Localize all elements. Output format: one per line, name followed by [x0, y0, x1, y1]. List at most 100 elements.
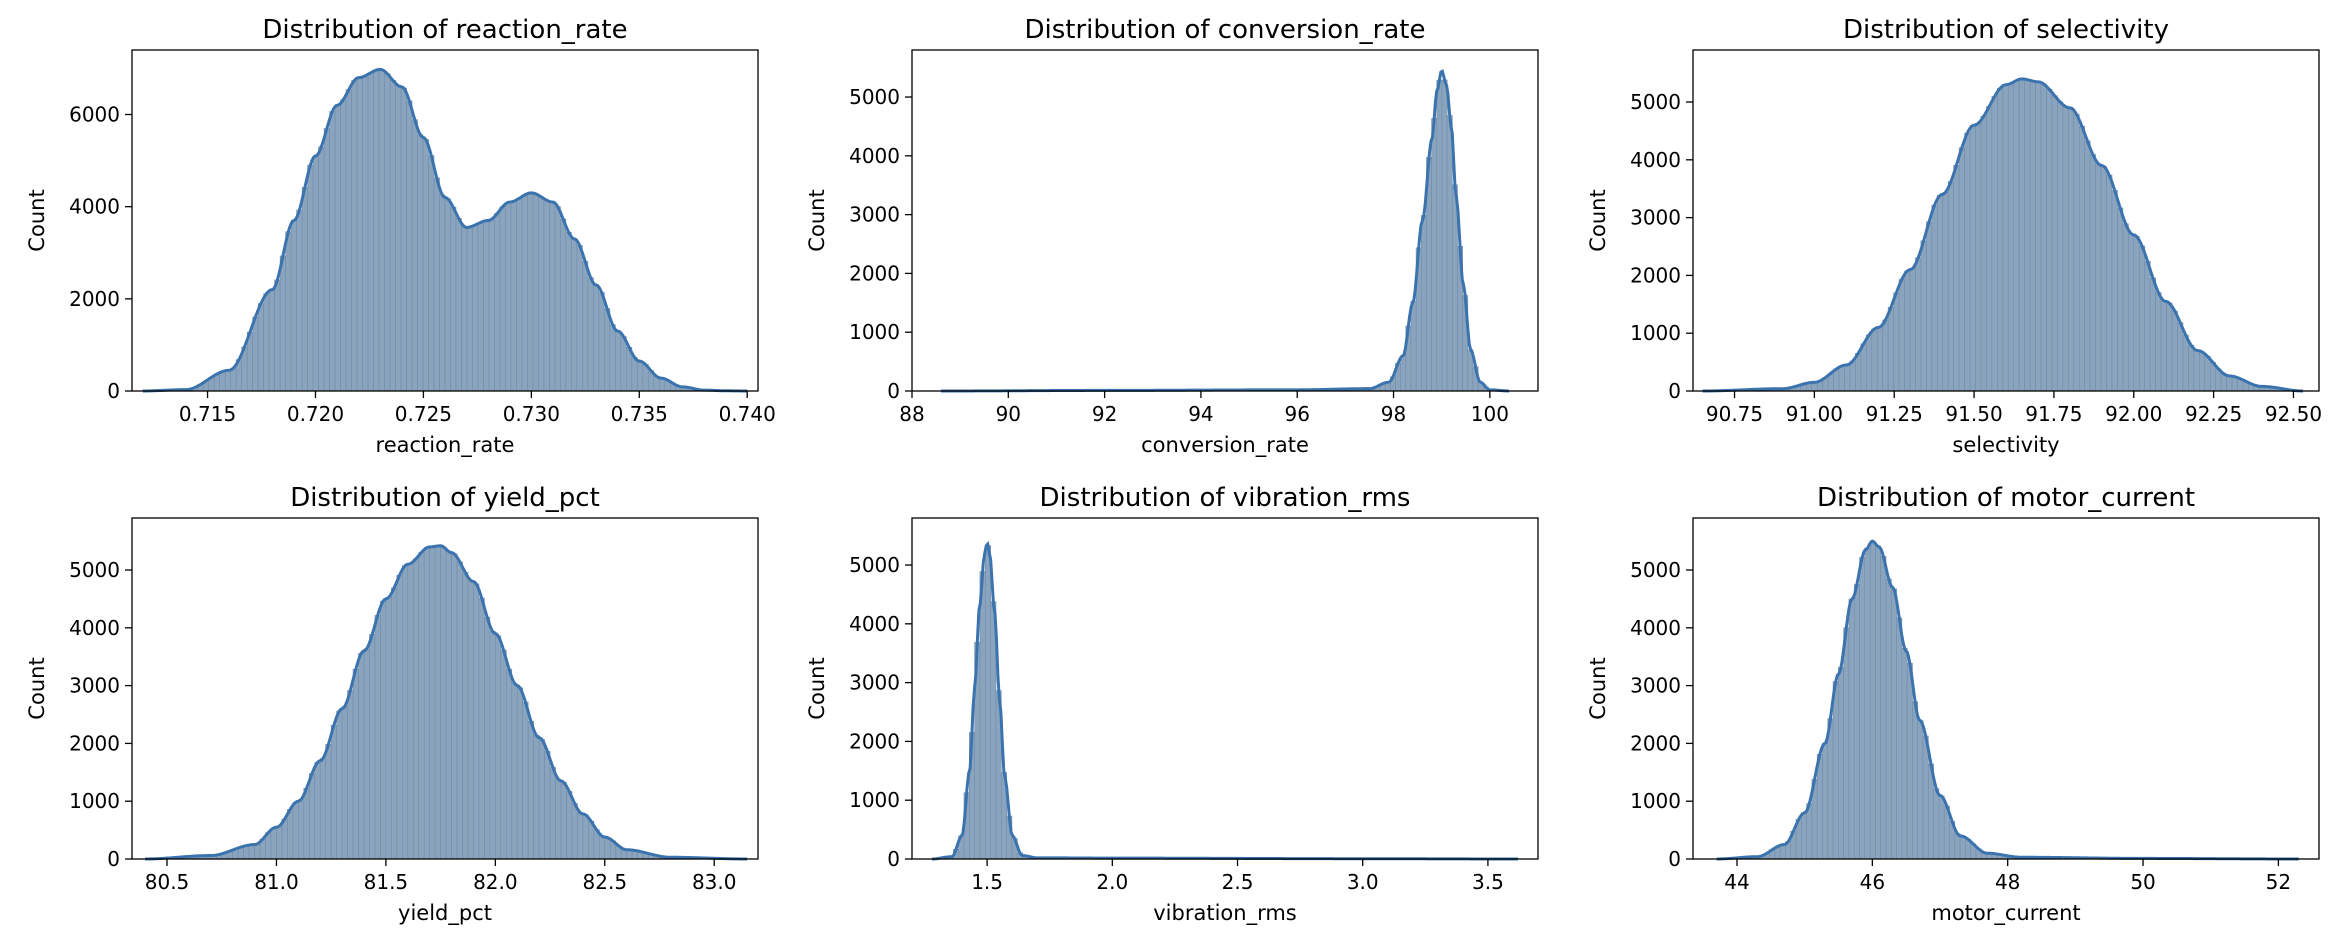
y-tick-label: 1000: [849, 788, 900, 812]
histogram-bar: [510, 200, 517, 392]
y-tick-label: 5000: [849, 85, 900, 109]
histogram-bar: [318, 146, 325, 392]
histogram-bar: [358, 653, 365, 860]
histogram-bar: [2057, 101, 2064, 392]
histogram-bar: [2046, 88, 2053, 392]
histogram-bar: [444, 198, 451, 392]
histogram-bar: [445, 551, 452, 860]
histogram-bar: [620, 336, 627, 392]
histogram-bar: [2199, 351, 2206, 392]
histogram-bar: [527, 720, 534, 860]
y-tick-label: 3000: [849, 203, 900, 227]
histogram-bar: [1832, 681, 1839, 860]
histogram-bars: [1721, 540, 2257, 860]
x-tick-label: 92.00: [2105, 402, 2162, 426]
histogram-bar: [1904, 270, 1911, 392]
histogram-bar: [2138, 245, 2146, 392]
histogram-bar: [1833, 368, 1840, 392]
histogram-bar: [296, 209, 303, 392]
histogram-bar: [2024, 79, 2031, 392]
x-tick-label: 3.5: [1472, 870, 1504, 894]
histogram-bar: [314, 762, 321, 860]
histogram-bar: [582, 814, 589, 860]
histogram-bar: [2106, 174, 2113, 392]
histogram-bar: [1947, 181, 1954, 392]
histogram-bar: [2182, 334, 2189, 392]
x-tick-label: 52: [2266, 870, 2291, 894]
x-tick-label: 82.0: [473, 870, 518, 894]
histogram-bar: [483, 220, 490, 392]
histogram-bar: [1864, 547, 1871, 860]
x-tick-label: 100: [1471, 402, 1509, 426]
histogram-bar: [352, 668, 359, 860]
histogram-bar: [2018, 78, 2025, 392]
histogram-bar: [1420, 215, 1427, 392]
histogram-bar: [2013, 80, 2020, 392]
x-axis-label: reaction_rate: [376, 433, 515, 458]
histogram-bar: [1880, 556, 1887, 860]
histogram-bar: [582, 261, 589, 392]
histogram-bar: [1893, 292, 1900, 392]
histogram-bar: [1859, 557, 1866, 860]
histogram-bar: [1975, 122, 1982, 392]
histogram-bar: [2117, 207, 2124, 392]
histogram-bar: [1849, 360, 1856, 392]
histogram-bar: [1816, 754, 1823, 860]
histogram-bar: [2149, 277, 2156, 392]
subplot: 1.5 2.0 2.5 3.0 3.5 0 1000 2000 3000 4000 5000 Dist…: [805, 483, 1539, 926]
histogram-bar: [385, 597, 392, 860]
histogram-bar: [412, 558, 420, 860]
histogram-bar: [257, 303, 264, 392]
histogram-bar: [1954, 833, 1961, 860]
histogram-bar: [323, 128, 330, 392]
histogram-bar: [268, 289, 275, 392]
histogram-bar: [1980, 116, 1987, 392]
x-tick-label: 81.0: [254, 870, 299, 894]
y-tick-label: 5000: [1630, 90, 1681, 114]
chart-title: Distribution of reaction_rate: [262, 15, 627, 45]
histogram-bar: [389, 79, 396, 392]
histogram-bar: [439, 194, 446, 392]
y-axis-label: Count: [1586, 189, 1610, 251]
histogram-bar: [378, 69, 385, 392]
histogram-bar: [2089, 154, 2096, 392]
histogram-bar: [1915, 257, 1922, 392]
histogram-bar: [505, 668, 513, 860]
histogram-bar: [400, 87, 407, 392]
histogram-bar: [1920, 240, 1927, 392]
x-tick-label: 0.740: [719, 402, 776, 426]
subplot: 0.715 0.720 0.725 0.730 0.735 0.740 0 2000 4000 6…: [25, 15, 776, 458]
x-tick-label: 92: [1092, 402, 1117, 426]
histogram-bar: [455, 218, 462, 392]
histogram-bar: [254, 843, 261, 860]
histogram-bar: [330, 724, 337, 860]
y-axis-label: Count: [25, 657, 49, 719]
x-tick-label: 44: [1724, 870, 1749, 894]
x-axis-label: motor_current: [1931, 901, 2080, 926]
x-tick-label: 2.5: [1222, 870, 1254, 894]
histogram-bar: [2171, 310, 2178, 392]
histogram-bar: [609, 324, 616, 392]
histogram-bar: [301, 187, 308, 392]
histogram-bar: [1997, 88, 2004, 392]
histogram-bar: [308, 773, 316, 860]
histogram-bar: [2002, 84, 2009, 392]
y-tick-label: 5000: [1630, 558, 1681, 582]
y-tick-label: 4000: [69, 616, 120, 640]
histogram-bar: [440, 546, 447, 860]
histogram-bar: [527, 192, 534, 392]
histogram-bar: [2226, 375, 2233, 392]
histogram-bar: [274, 279, 281, 392]
histogram-bar: [571, 238, 578, 392]
x-tick-label: 0.735: [611, 402, 668, 426]
histogram-bar: [380, 600, 387, 860]
x-tick-label: 94: [1188, 402, 1213, 426]
y-tick-label: 4000: [69, 195, 120, 219]
histogram-bar: [516, 687, 523, 860]
histogram-bar: [1451, 184, 1458, 392]
histogram-bar: [433, 177, 440, 392]
histogram-bar: [489, 631, 496, 860]
histogram-bar: [577, 812, 584, 860]
y-tick-label: 2000: [69, 287, 120, 311]
